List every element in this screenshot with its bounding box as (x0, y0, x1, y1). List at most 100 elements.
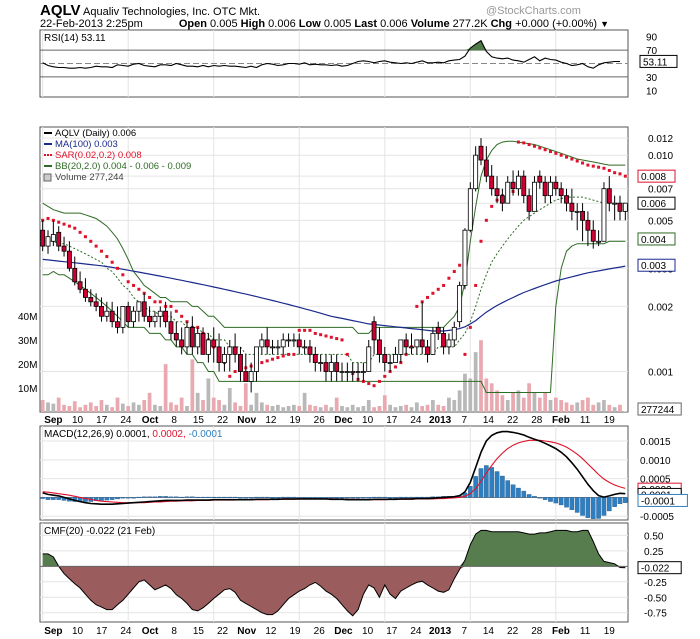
volume-bar (591, 404, 596, 412)
macd-histogram-bar (590, 497, 596, 520)
date-tick-label: 12 (265, 415, 277, 426)
volume-bar (553, 397, 558, 412)
volume-bar (484, 378, 489, 412)
volume-bar (329, 407, 334, 412)
date-tick-label: 26 (314, 626, 326, 637)
cmf-line (42, 529, 626, 617)
sar-dot (89, 239, 93, 243)
candle-body (104, 310, 110, 317)
sar-dot (426, 295, 430, 299)
macd-histogram-bar (526, 494, 532, 498)
open-value: 0.005 (210, 18, 238, 30)
macd-histogram-bar (141, 496, 147, 498)
cmf-last-value-box (637, 561, 682, 575)
macd-histogram-bar (569, 497, 575, 510)
rsi-tick-label: 10 (646, 86, 658, 97)
macd-histogram-bar (211, 496, 217, 499)
volume-bar (83, 404, 88, 412)
macd-histogram-bar (387, 497, 393, 499)
candle-body (72, 267, 78, 283)
sar-dot (623, 174, 627, 178)
candle-body (494, 188, 500, 197)
macd-histogram-bar (596, 497, 601, 519)
candle-body (88, 297, 94, 303)
macd-tick-label: 0.0005 (640, 475, 671, 486)
volume-bar (297, 406, 302, 412)
macd-hist-last-value: -0.0001 (641, 496, 675, 507)
macd-histogram-bar (83, 497, 88, 502)
ma-last-value: 0.003 (641, 261, 666, 272)
sar-dot (260, 361, 264, 365)
rsi-tick-label: 70 (646, 46, 658, 57)
bb-last-value: 0.004 (641, 235, 666, 246)
volume-bar (163, 364, 168, 412)
sar-dot (313, 331, 317, 335)
volume-bar (425, 404, 430, 412)
sar-dot (335, 337, 339, 341)
volume-bar (67, 406, 72, 412)
macd-histogram-bar (339, 497, 345, 499)
volume-legend-swatch (43, 173, 52, 182)
macd-histogram-bar (163, 496, 168, 498)
sar-dot (516, 140, 520, 144)
candle-body (617, 202, 623, 212)
chg-arrow-icon: ▼ (600, 19, 609, 29)
macd-histogram-bar (104, 497, 110, 501)
candle-body (173, 333, 179, 341)
date-tick-label: 15 (193, 626, 205, 637)
macd-tick-label: -0.0005 (640, 512, 674, 523)
date-tick-label: 22 (217, 415, 229, 426)
volume-bar (393, 407, 398, 412)
candle-body (163, 310, 169, 323)
volume-bar (414, 402, 419, 412)
date-tick-label: 24 (120, 626, 132, 637)
watermark: @StockCharts.com (486, 5, 581, 17)
volume-bar (602, 400, 606, 412)
candle-body (125, 306, 131, 323)
volume-bar (222, 404, 227, 412)
price-tick-label: 0.001 (648, 368, 673, 379)
sar-dot (436, 287, 440, 291)
price-frame (39, 126, 629, 413)
macd-legend: MACD(12,26,9) 0.0001, 0.0002, -0.0001 (44, 429, 223, 440)
volume-bar (366, 400, 371, 412)
candle-body (211, 339, 217, 348)
bb-mid-line (42, 196, 626, 364)
volume-bar (436, 404, 441, 412)
candle-body (291, 339, 297, 342)
candle-body (532, 181, 537, 212)
volume-bar (607, 404, 612, 412)
sar-dot (377, 379, 381, 383)
volume-bar (618, 404, 622, 412)
date-tick-label: 12 (265, 626, 277, 637)
volume-bar (115, 397, 120, 412)
date-tick-label: 24 (410, 415, 422, 426)
high-value: 0.006 (268, 18, 296, 30)
candle-body (328, 362, 334, 372)
volume-bar (185, 406, 189, 412)
candle-body (622, 202, 628, 212)
volume-bar (94, 406, 98, 412)
macd-histogram-bar (243, 497, 249, 499)
volume-bar (131, 402, 136, 412)
candle-body (45, 236, 51, 247)
macd-legend-part: -0.0001 (189, 429, 223, 440)
date-tick-label: 11 (580, 415, 591, 426)
sar-dot (94, 244, 98, 248)
rsi-legend-label: RSI(14) 53.11 (44, 33, 106, 44)
candle-body (99, 306, 104, 317)
rsi-line (42, 39, 620, 69)
volume-bar (516, 390, 521, 412)
macd-histogram-bar (580, 497, 585, 516)
macd-histogram-bar (56, 497, 61, 500)
candle-body (435, 326, 441, 334)
volume-bar (174, 404, 179, 412)
macd-histogram-bar (147, 496, 152, 498)
volume-tick-label: 10M (18, 384, 37, 395)
sar-legend-swatch (47, 154, 49, 156)
sar-last-value: 0.008 (641, 172, 666, 183)
candle-body (280, 339, 286, 348)
candle-body (238, 353, 243, 372)
candle-body (505, 181, 511, 204)
